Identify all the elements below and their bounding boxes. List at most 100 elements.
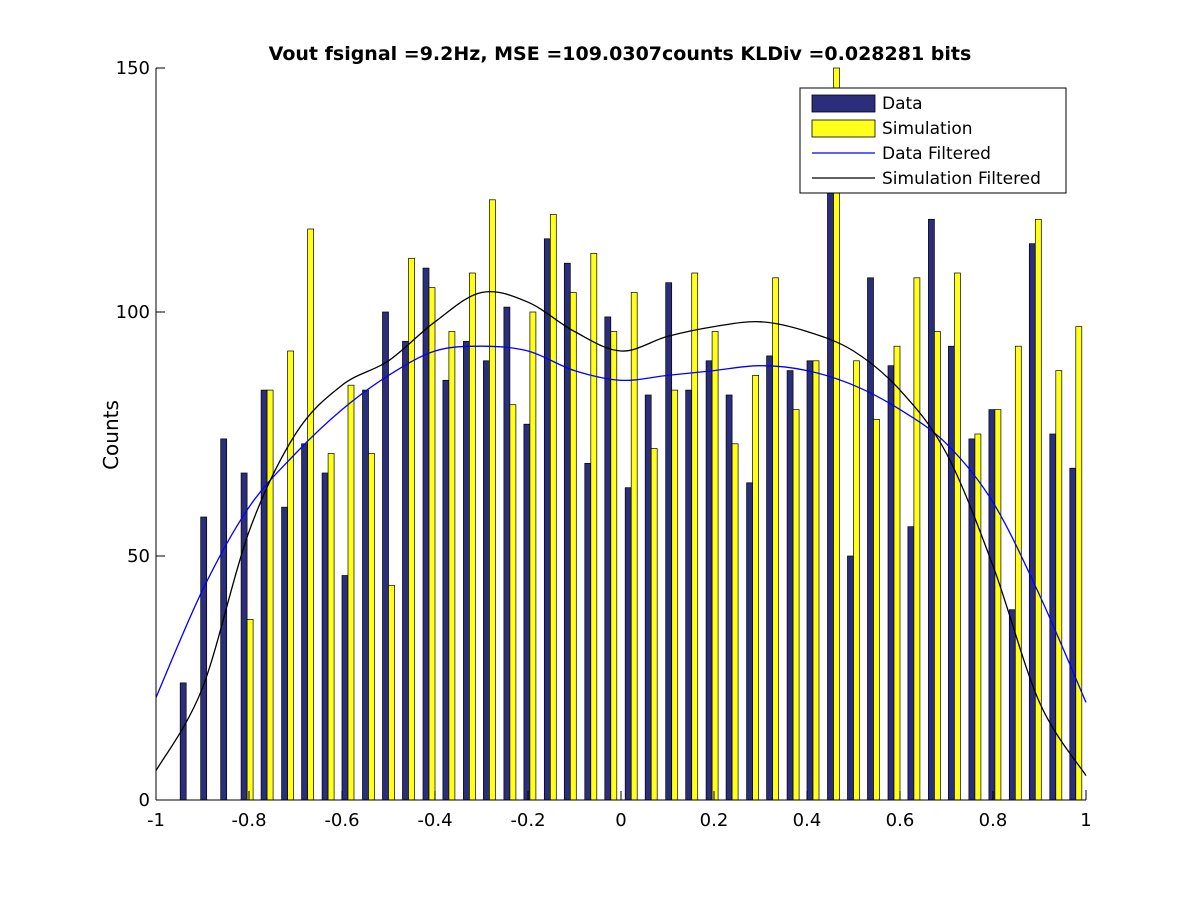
simulation-bar-27: [731, 443, 739, 801]
simulation-bar-26: [711, 331, 719, 801]
y-tick-label-1: 50: [127, 546, 150, 567]
simulation-bar-10: [388, 584, 395, 801]
simulation-bar-39: [974, 433, 982, 801]
simulation-bar-12: [428, 287, 436, 801]
data-bar-16: [503, 306, 511, 801]
simulation-bar-38: [954, 272, 961, 801]
legend: Data Simulation Data Filtered Simulation Fi…: [799, 87, 1067, 194]
simulation-bar-30: [792, 409, 800, 801]
x-tick-label-0: -1: [147, 810, 165, 831]
x-tick-label-10: 1: [1080, 810, 1091, 831]
simulation-bar-22: [630, 292, 638, 801]
x-tick-label-1: -0.8: [231, 810, 266, 831]
x-tick-label-2: -0.6: [324, 810, 359, 831]
x-tick-label-4: -0.2: [510, 810, 545, 831]
simulation-bar-25: [691, 272, 699, 801]
simulation-bar-28: [752, 375, 759, 801]
data-bar-13: [442, 379, 450, 801]
simulation-bar-13: [448, 331, 456, 801]
data-bar-4: [260, 389, 268, 801]
data-bar-39: [968, 438, 976, 801]
simulation-bar-14: [469, 272, 476, 801]
simulation-bar-19: [569, 292, 577, 801]
legend-swatch-1: [811, 119, 876, 138]
data-bar-24: [665, 282, 673, 801]
data-bar-26: [705, 360, 713, 801]
legend-label-3: Simulation Filtered: [882, 169, 1041, 189]
y-tick-label-0: 0: [139, 790, 150, 811]
data-bar-32: [827, 145, 834, 801]
data-bar-42: [1028, 243, 1036, 801]
simulation-bar-5: [287, 350, 294, 801]
data-bar-27: [725, 394, 733, 801]
y-axis-label: Counts: [99, 400, 123, 470]
data-bar-44: [1069, 467, 1077, 801]
data-bar-22: [624, 487, 632, 801]
data-bar-0: [179, 682, 187, 801]
simulation-bar-17: [529, 311, 537, 801]
data-bar-40: [988, 409, 996, 801]
legend-label-1: Simulation: [882, 119, 973, 139]
data-bar-20: [584, 462, 592, 801]
simulation-bar-9: [368, 453, 375, 801]
data-bar-5: [281, 506, 288, 801]
x-tick-label-5: 0: [615, 810, 626, 831]
simulation-bar-16: [509, 404, 517, 801]
simulation-bar-4: [266, 389, 274, 801]
simulation-bar-18: [549, 214, 557, 801]
data-bar-14: [463, 340, 470, 801]
data-bar-35: [887, 365, 895, 801]
data-bar-43: [1049, 433, 1057, 801]
data-bar-21: [604, 316, 612, 801]
data-bar-12: [422, 267, 430, 801]
data-bar-25: [685, 389, 693, 801]
legend-swatch-0: [811, 94, 876, 113]
chart-title: Vout fsignal =9.2Hz, MSE =109.0307counts…: [269, 43, 972, 65]
simulation-bar-6: [307, 228, 314, 801]
data-bar-28: [746, 482, 753, 801]
data-bar-7: [321, 472, 329, 801]
simulation-bar-7: [327, 453, 335, 801]
data-bar-15: [483, 360, 490, 801]
data-bar-10: [382, 311, 389, 801]
data-bar-41: [1008, 609, 1016, 801]
data-bar-30: [786, 370, 794, 801]
y-tick-label-3: 150: [116, 58, 150, 79]
simulation-bar-31: [812, 360, 820, 801]
legend-label-2: Data Filtered: [882, 144, 991, 164]
plot-area: [155, 67, 1087, 801]
simulation-filtered-line: [155, 291, 1087, 776]
simulation-bar-24: [671, 389, 679, 801]
simulation-bar-15: [489, 199, 496, 801]
simulation-bar-35: [893, 345, 901, 801]
simulation-bar-23: [650, 448, 658, 801]
data-bar-6: [301, 443, 308, 801]
simulation-bar-36: [913, 277, 921, 801]
x-tick-label-8: 0.6: [886, 810, 915, 831]
data-filtered-line: [155, 345, 1087, 703]
data-bar-38: [948, 345, 955, 801]
data-bar-33: [847, 555, 854, 801]
data-bar-34: [867, 277, 874, 801]
data-bar-23: [644, 394, 652, 801]
simulation-bar-40: [994, 409, 1002, 801]
data-bar-19: [563, 262, 571, 801]
simulation-bar-37: [934, 331, 941, 801]
data-bar-11: [402, 340, 409, 801]
simulation-bar-29: [772, 277, 779, 801]
x-tick-label-9: 0.8: [979, 810, 1008, 831]
data-bar-36: [907, 526, 915, 801]
data-bar-1: [200, 516, 208, 801]
simulation-bar-20: [590, 253, 598, 801]
data-bar-29: [766, 355, 773, 801]
axes: -1 -0.8 -0.6 -0.4 -0.2 0 0.2 0.4 0.6 0.8 1 0 50 100 15…: [116, 58, 1092, 831]
simulation-bar-33: [853, 360, 860, 801]
simulation-bar-44: [1075, 326, 1083, 801]
data-bar-37: [928, 218, 935, 801]
x-tick-label-3: -0.4: [417, 810, 452, 831]
data-bar-3: [240, 472, 248, 801]
simulation-bar-3: [246, 619, 254, 801]
simulation-bar-21: [610, 331, 618, 801]
legend-label-0: Data: [882, 94, 923, 114]
